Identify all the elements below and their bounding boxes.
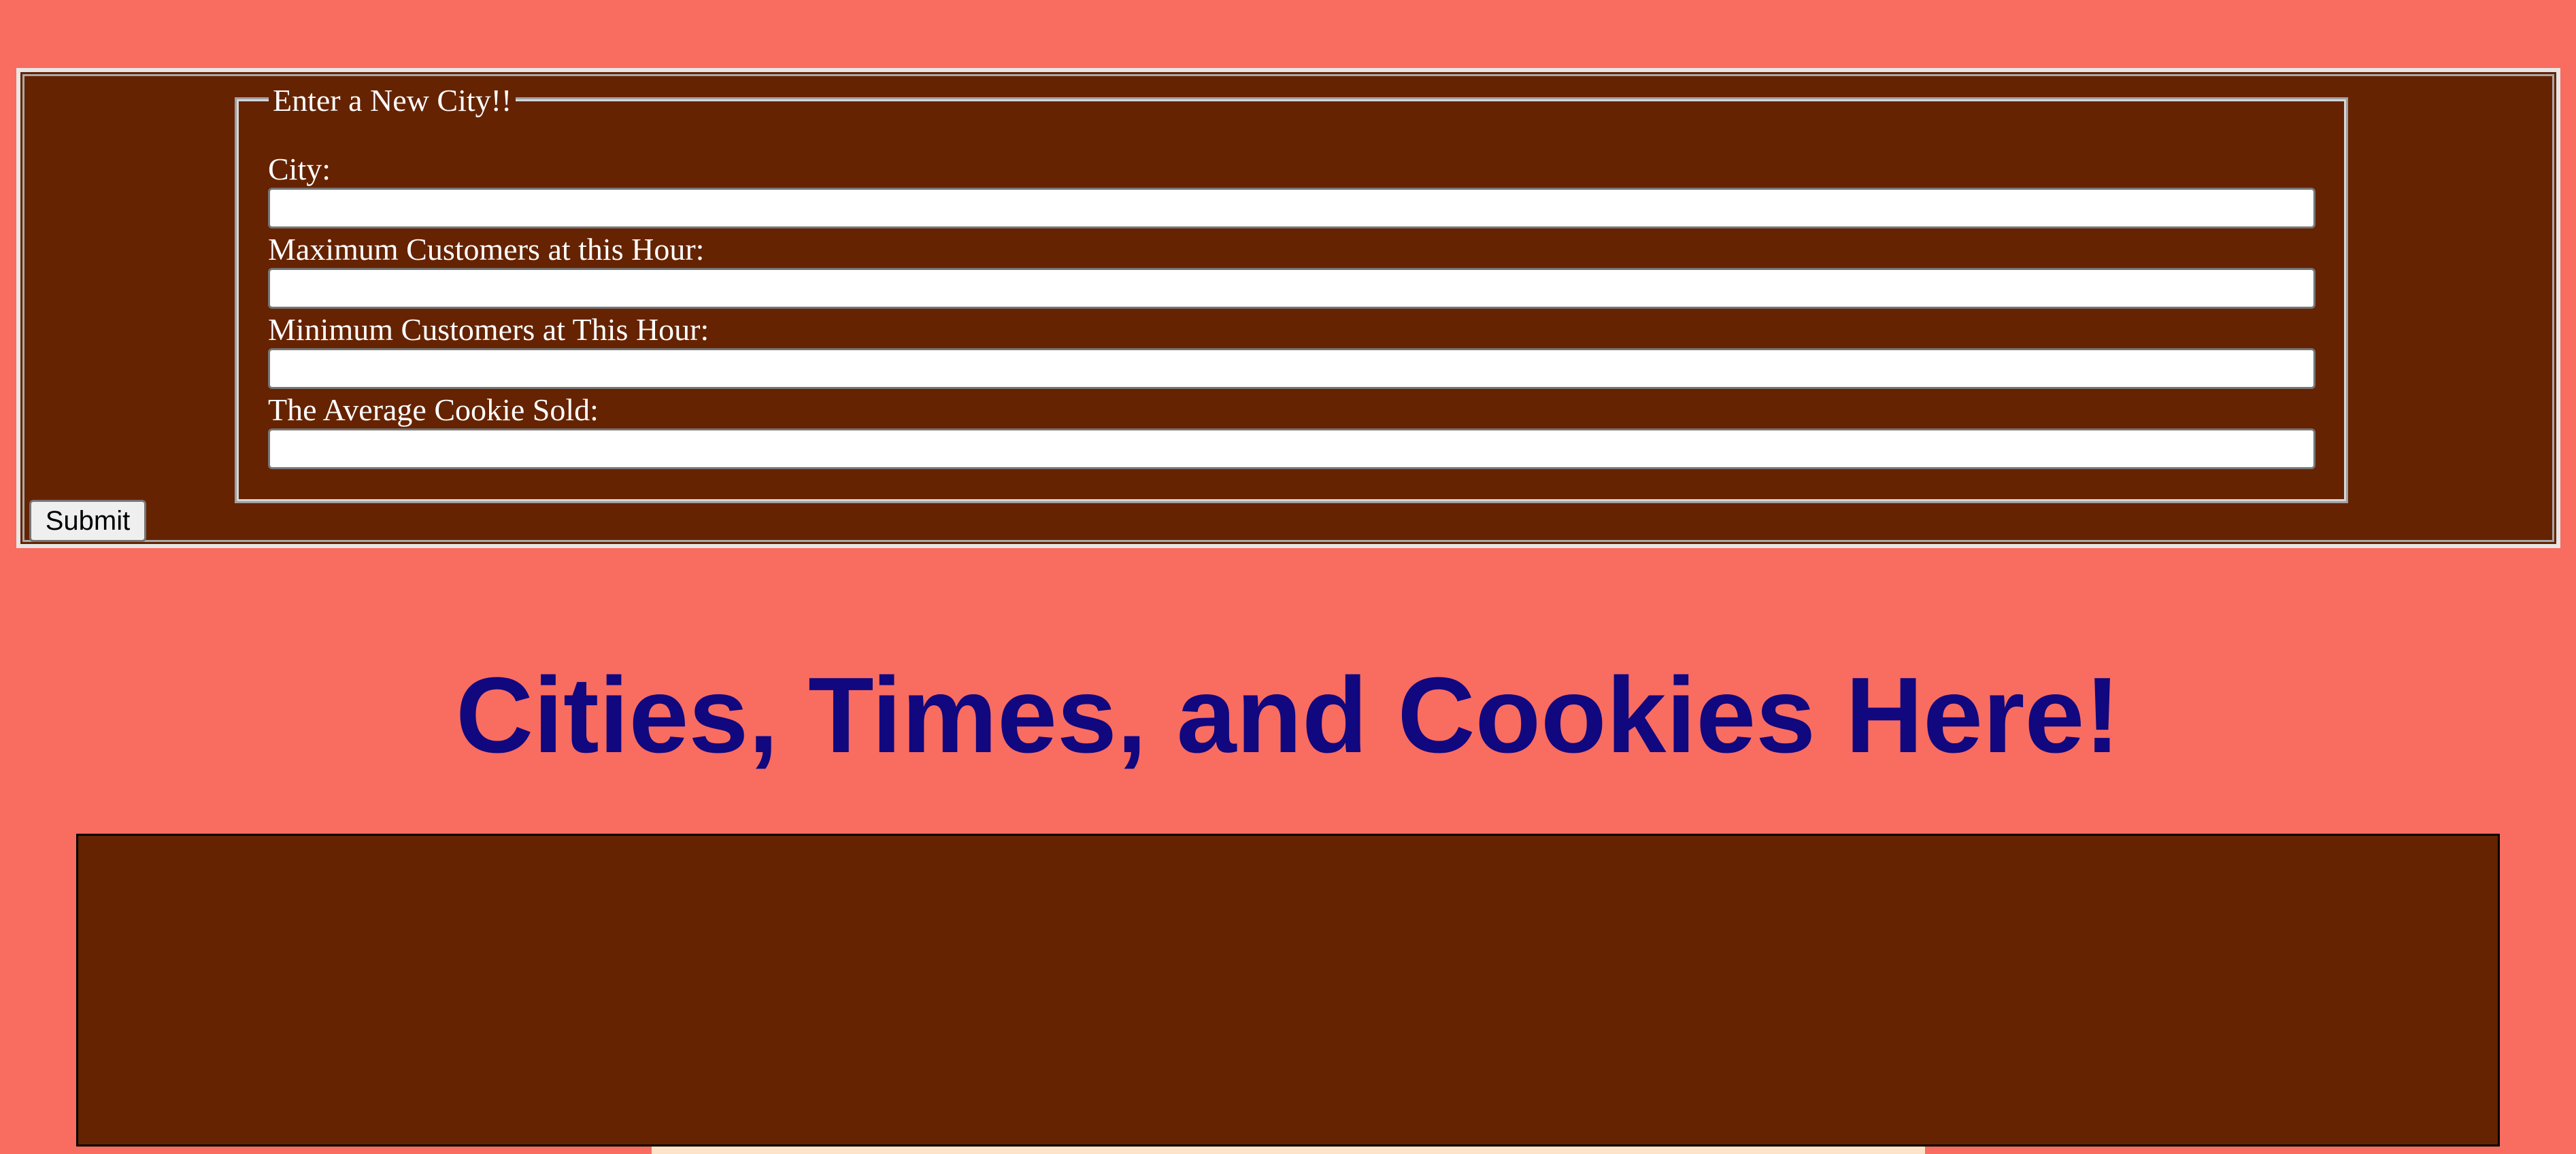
city-label: City: (268, 152, 331, 186)
submit-button[interactable]: Submit (29, 500, 146, 542)
page-title: Cities, Times, and Cookies Here! (456, 656, 2120, 775)
min-customers-input[interactable] (268, 348, 2315, 389)
min-customers-label: Minimum Customers at This Hour: (268, 312, 709, 347)
new-city-fieldset: Enter a New City!! City: Maximum Custome… (235, 83, 2348, 503)
avg-cookie-input[interactable] (268, 428, 2315, 469)
sales-table-area (76, 834, 2500, 1147)
fieldset-legend: Enter a New City!! (269, 83, 516, 118)
max-customers-input[interactable] (268, 268, 2315, 309)
new-city-form: Enter a New City!! City: Maximum Custome… (16, 68, 2560, 548)
avg-cookie-label: The Average Cookie Sold: (268, 392, 599, 427)
city-input[interactable] (268, 188, 2315, 228)
max-customers-label: Maximum Customers at this Hour: (268, 232, 705, 267)
